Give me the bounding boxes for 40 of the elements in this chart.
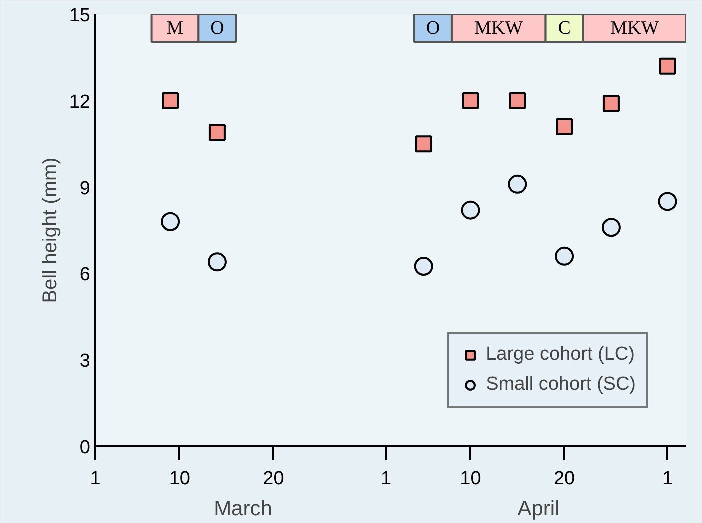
point: [602, 218, 621, 238]
point: [556, 118, 574, 136]
band-label: O: [426, 18, 440, 39]
point: [555, 246, 574, 266]
x-tick-label: 1: [381, 468, 392, 490]
x-tick-label: 10: [169, 468, 190, 490]
legend-label: Large cohort (LC): [486, 344, 635, 366]
point: [602, 95, 620, 112]
point: [659, 58, 676, 75]
band-label: MKW: [610, 18, 660, 39]
text: March: [214, 498, 272, 520]
y-tick-label: 0: [80, 438, 91, 458]
point: [509, 92, 526, 110]
x-tick-label: 10: [460, 468, 482, 490]
y-tick-label: 15: [69, 6, 91, 26]
y-tick-label: 12: [69, 92, 91, 113]
point: [658, 192, 678, 212]
x-tick-label: 1: [90, 468, 101, 490]
point: [508, 174, 528, 194]
x-tick-label: 20: [554, 468, 576, 490]
band-label: MKW: [474, 18, 524, 39]
text: April: [518, 498, 560, 520]
band-label: C: [558, 18, 571, 39]
point: [414, 257, 434, 276]
point: [208, 252, 227, 272]
y-tick-label: 9: [80, 178, 91, 200]
y-axis-title: Bell height (mm): [39, 158, 62, 304]
point: [462, 92, 480, 110]
band-label: O: [210, 18, 224, 39]
point: [161, 212, 180, 232]
y-tick-label: 3: [80, 351, 91, 372]
band-label: M: [166, 18, 184, 39]
x-tick-label: 1: [662, 468, 674, 490]
point: [162, 92, 180, 110]
point: [208, 124, 226, 142]
point: [461, 200, 480, 220]
y-tick-label: 6: [80, 264, 91, 286]
legend-label: Small cohort (SC): [486, 374, 636, 396]
x-tick-label: 20: [263, 468, 284, 490]
point: [415, 136, 432, 153]
